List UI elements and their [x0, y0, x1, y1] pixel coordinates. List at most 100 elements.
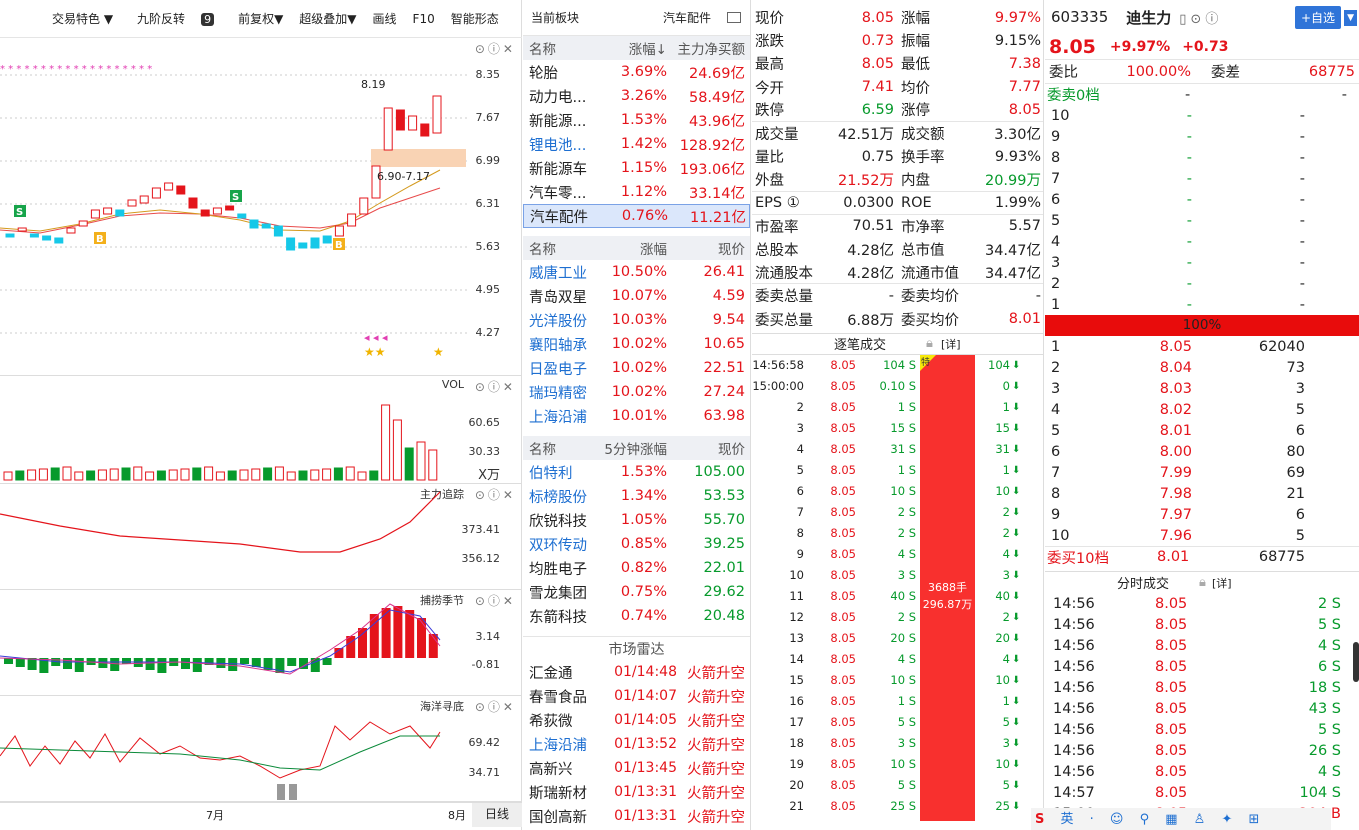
add-watchlist-button[interactable]: +自选 — [1294, 5, 1341, 29]
radar-stock[interactable]: 汇金通 — [529, 665, 573, 682]
scrollbar-handle[interactable] — [1353, 642, 1359, 682]
table-row[interactable]: 瑞玛精密 10.02% 27.24 — [523, 380, 750, 404]
stock-name[interactable]: 新能源... — [529, 113, 587, 130]
table-row[interactable]: 锂电池... 1.42% 128.92亿 — [523, 132, 750, 156]
lock-icon[interactable]: 🔒︎ — [926, 336, 933, 352]
column-header[interactable]: 涨幅↓ — [628, 42, 667, 58]
toolbar-item-trade-feature[interactable]: 交易特色 ▼ — [52, 12, 114, 26]
book-level-row[interactable]: 1 - - — [1045, 294, 1359, 315]
table-row[interactable]: 欣锐科技 1.05% 55.70 — [523, 508, 750, 532]
radar-stock[interactable]: 上海沿浦 — [529, 737, 587, 754]
table-row[interactable]: 汽车零... 1.12% 33.14亿 — [523, 180, 750, 204]
kline-main-panel[interactable]: ⊙ⓘ✕ 8.35 7.67 6.99 6.31 5.63 4.95 4.27 *… — [0, 38, 522, 376]
ime-toolbar[interactable]: S 英 · ☺ ⚲ ▦ ♙ ✦ ⊞ — [1031, 808, 1331, 830]
table-row[interactable]: 上海沿浦 10.01% 63.98 — [523, 404, 750, 428]
radar-row[interactable]: 春雪食品 01/14:07 火箭升空 — [523, 684, 750, 708]
stock-name[interactable]: 汽车配件 — [530, 209, 588, 226]
table-row[interactable]: 光洋股份 10.03% 9.54 — [523, 308, 750, 332]
panel-tools-icons[interactable]: ⊙ⓘ✕ — [474, 700, 516, 714]
toolbar-item-adjust[interactable]: 前复权▼ — [238, 12, 284, 26]
table-row[interactable]: 襄阳轴承 10.02% 10.65 — [523, 332, 750, 356]
radar-row[interactable]: 高新兴 01/13:45 火箭升空 — [523, 756, 750, 780]
stock-name[interactable]: 汽车零... — [529, 185, 587, 202]
column-header[interactable]: 名称 — [529, 42, 556, 58]
watchlist-dropdown-icon[interactable]: ▼ — [1344, 10, 1357, 26]
column-header[interactable]: 名称 — [529, 442, 556, 458]
stock-name[interactable]: 日盈电子 — [529, 361, 587, 378]
stock-name[interactable]: 标榜股份 — [529, 489, 587, 506]
ticks-detail-link[interactable]: [详] — [940, 337, 961, 351]
table-row[interactable]: 日盈电子 10.02% 22.51 — [523, 356, 750, 380]
main-tracking-panel[interactable]: 主力追踪 ⊙ⓘ✕ 373.41 356.12 — [0, 484, 522, 590]
stock-name[interactable]: 欣锐科技 — [529, 513, 587, 530]
lock-icon[interactable]: 🔒︎ — [1199, 575, 1206, 590]
table-row[interactable]: 均胜电子 0.82% 22.01 — [523, 556, 750, 580]
stock-name[interactable]: 光洋股份 — [529, 313, 587, 330]
book-level-row[interactable]: 9 7.97 6 — [1045, 504, 1359, 525]
stock-tools-icons[interactable]: ▯⊙ⓘ — [1179, 11, 1223, 27]
stock-name[interactable]: 轮胎 — [529, 65, 558, 82]
table-row[interactable]: 动力电... 3.26% 58.49亿 — [523, 84, 750, 108]
stock-name[interactable]: 威唐工业 — [529, 265, 587, 282]
stock-name[interactable]: 瑞玛精密 — [529, 385, 587, 402]
table-row[interactable]: 威唐工业 10.50% 26.41 — [523, 260, 750, 284]
stock-name[interactable]: 上海沿浦 — [529, 409, 587, 426]
table-row[interactable]: 汽车配件 0.76% 11.21亿 — [523, 204, 750, 228]
book-level-row[interactable]: 6 8.00 80 — [1045, 441, 1359, 462]
panel-tools-icons[interactable]: ⊙ⓘ✕ — [474, 488, 516, 502]
book-level-row[interactable]: 7 7.99 69 — [1045, 462, 1359, 483]
book-level-row[interactable]: 10 7.96 5 — [1045, 525, 1359, 546]
sector-current[interactable]: 汽车配件 — [663, 11, 712, 25]
book-level-row[interactable]: 8 7.98 21 — [1045, 483, 1359, 504]
radar-row[interactable]: 斯瑞新材 01/13:31 火箭升空 — [523, 780, 750, 804]
book-level-row[interactable]: 7 - - — [1045, 168, 1359, 189]
book-level-row[interactable]: 4 - - — [1045, 231, 1359, 252]
table-row[interactable]: 双环传动 0.85% 39.25 — [523, 532, 750, 556]
window-icon[interactable] — [727, 12, 741, 23]
column-header[interactable]: 现价 — [718, 442, 745, 458]
book-level-row[interactable]: 3 - - — [1045, 252, 1359, 273]
table-row[interactable]: 伯特利 1.53% 105.00 — [523, 460, 750, 484]
stock-name[interactable]: 双环传动 — [529, 537, 587, 554]
column-header[interactable]: 现价 — [718, 242, 745, 258]
book-level-row[interactable]: 8 - - — [1045, 147, 1359, 168]
table-row[interactable]: 新能源车 1.15% 193.06亿 — [523, 156, 750, 180]
table-row[interactable]: 雪龙集团 0.75% 29.62 — [523, 580, 750, 604]
book-level-row[interactable]: 2 - - — [1045, 273, 1359, 294]
radar-row[interactable]: 汇金通 01/14:48 火箭升空 — [523, 660, 750, 684]
radar-stock[interactable]: 斯瑞新材 — [529, 785, 587, 802]
period-button[interactable]: 日线 — [472, 803, 522, 827]
toolbar-item-smart-pattern[interactable]: 智能形态 — [450, 12, 499, 26]
table-row[interactable]: 东箭科技 0.74% 20.48 — [523, 604, 750, 628]
radar-row[interactable]: 上海沿浦 01/13:52 火箭升空 — [523, 732, 750, 756]
column-header[interactable]: 涨幅 — [640, 242, 667, 258]
table-row[interactable]: 标榜股份 1.34% 53.53 — [523, 484, 750, 508]
stock-name[interactable]: 锂电池... — [529, 137, 587, 154]
toolbar-item-f10[interactable]: F10 — [412, 11, 435, 26]
stock-name[interactable]: 伯特利 — [529, 465, 573, 482]
table-row[interactable]: 新能源... 1.53% 43.96亿 — [523, 108, 750, 132]
book-level-row[interactable]: 9 - - — [1045, 126, 1359, 147]
stock-name[interactable]: 新能源车 — [529, 161, 587, 178]
radar-stock[interactable]: 春雪食品 — [529, 689, 587, 706]
vol-panel[interactable]: VOL ⊙ⓘ✕ 60.65 30.33 X万 — [0, 376, 522, 484]
stock-name[interactable]: 动力电... — [529, 89, 587, 106]
table-row[interactable]: 青岛双星 10.07% 4.59 — [523, 284, 750, 308]
toolbar-item-overlay[interactable]: 超级叠加▼ — [299, 12, 357, 26]
table-row[interactable]: 轮胎 3.69% 24.69亿 — [523, 60, 750, 84]
column-header[interactable]: 名称 — [529, 242, 556, 258]
column-header[interactable]: 5分钟涨幅 — [604, 442, 667, 458]
panel-tools-icons[interactable]: ⊙ⓘ✕ — [474, 594, 516, 608]
radar-stock[interactable]: 国创高新 — [529, 809, 587, 826]
book-level-row[interactable]: 2 8.04 73 — [1045, 357, 1359, 378]
stock-name[interactable]: 青岛双星 — [529, 289, 587, 306]
ocean-bottom-panel[interactable]: 海洋寻底 ⊙ⓘ✕ 69.42 34.71 — [0, 696, 522, 802]
book-level-row[interactable]: 5 - - — [1045, 210, 1359, 231]
toolbar-item-nine-reversal[interactable]: 九阶反转 9 — [129, 10, 222, 27]
book-level-row[interactable]: 10 - - — [1045, 105, 1359, 126]
book-level-row[interactable]: 3 8.03 3 — [1045, 378, 1359, 399]
book-level-row[interactable]: 4 8.02 5 — [1045, 399, 1359, 420]
book-level-row[interactable]: 6 - - — [1045, 189, 1359, 210]
panel-tools-icons[interactable]: ⊙ⓘ✕ — [474, 380, 516, 394]
stock-name[interactable]: 襄阳轴承 — [529, 337, 587, 354]
